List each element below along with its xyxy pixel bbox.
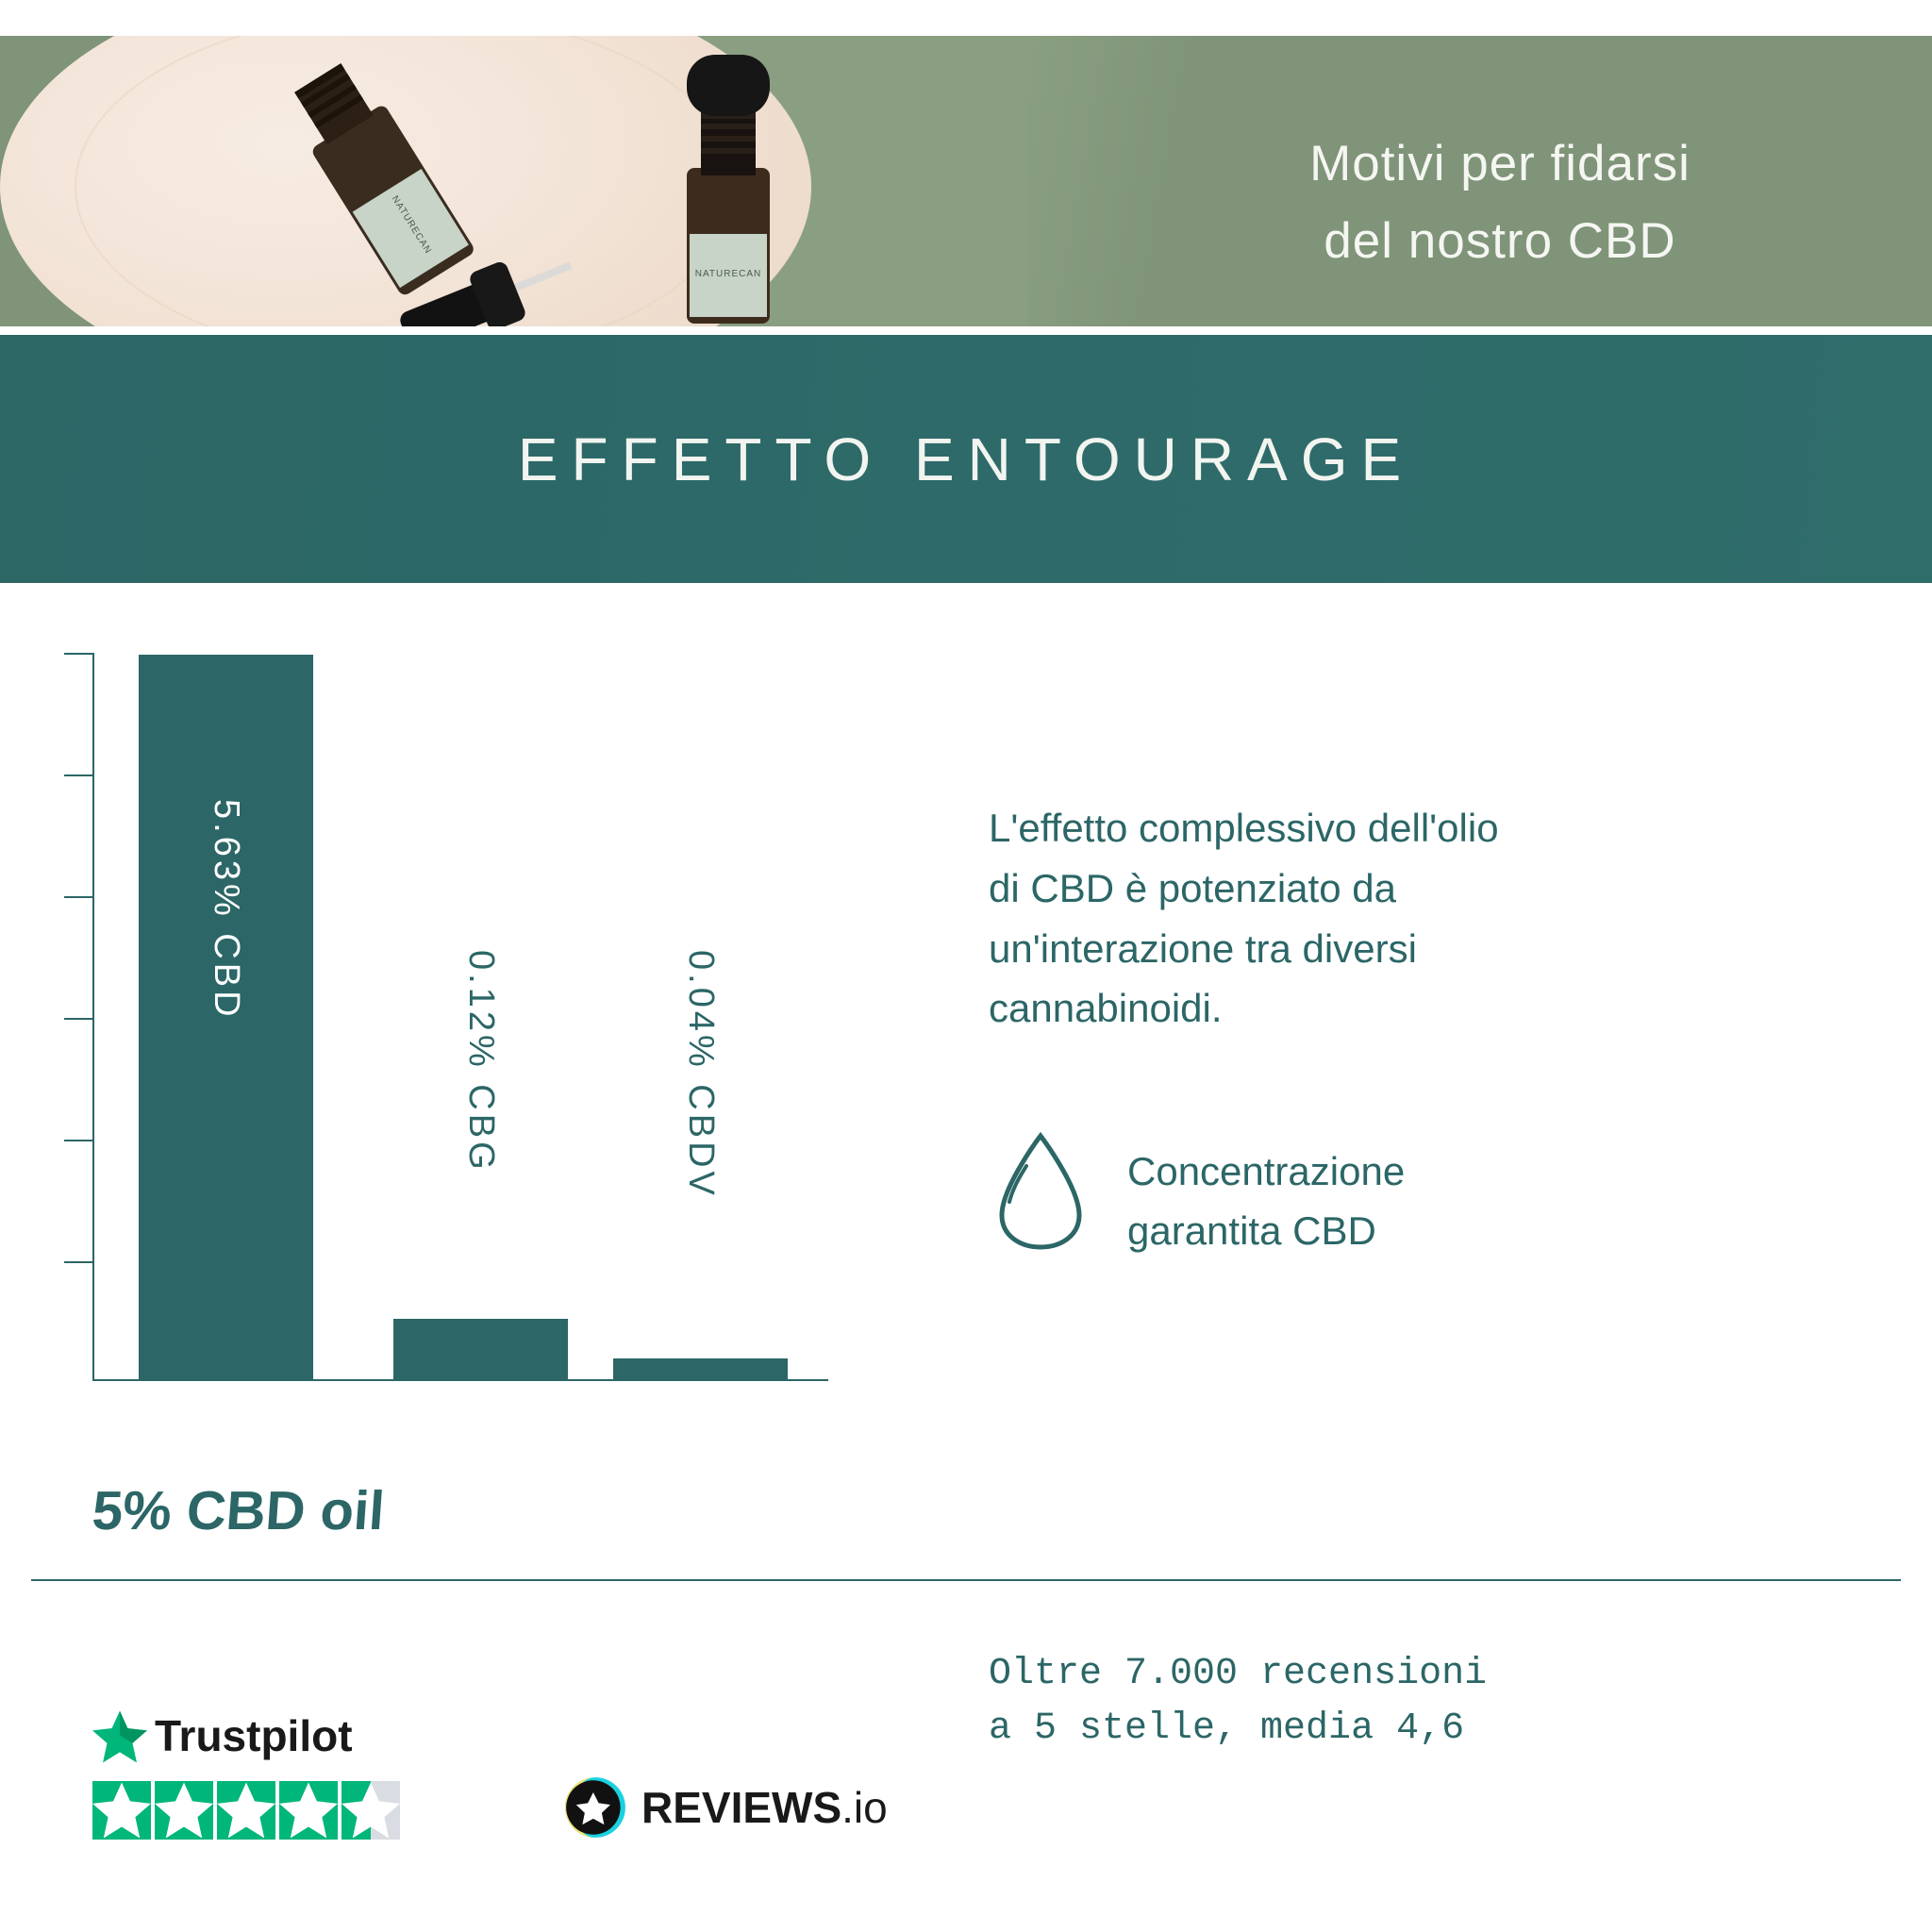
svg-text:NATURECAN: NATURECAN (695, 269, 761, 279)
